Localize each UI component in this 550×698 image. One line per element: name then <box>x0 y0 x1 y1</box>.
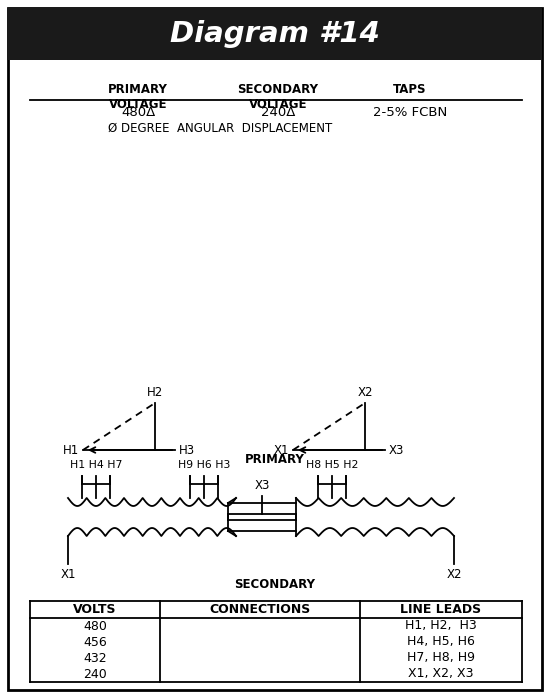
Text: PRIMARY: PRIMARY <box>245 453 305 466</box>
Text: 240: 240 <box>83 667 107 681</box>
Text: 480: 480 <box>83 620 107 632</box>
Text: H8 H5 H2: H8 H5 H2 <box>306 460 358 470</box>
Text: X3: X3 <box>254 479 270 492</box>
Text: 240Δ: 240Δ <box>261 106 295 119</box>
Text: H1: H1 <box>63 443 79 456</box>
Text: X3: X3 <box>389 443 404 456</box>
Text: 432: 432 <box>83 651 107 664</box>
Text: TAPS: TAPS <box>393 83 427 96</box>
Text: PRIMARY
VOLTAGE: PRIMARY VOLTAGE <box>108 83 168 111</box>
Text: LINE LEADS: LINE LEADS <box>400 603 482 616</box>
Text: X1: X1 <box>60 568 76 581</box>
Text: H7, H8, H9: H7, H8, H9 <box>407 651 475 664</box>
Bar <box>8 8 542 60</box>
Text: H9 H6 H3: H9 H6 H3 <box>178 460 230 470</box>
Text: SECONDARY: SECONDARY <box>234 578 316 591</box>
Text: X2: X2 <box>446 568 462 581</box>
Text: SECONDARY
VOLTAGE: SECONDARY VOLTAGE <box>238 83 318 111</box>
Text: 456: 456 <box>83 635 107 648</box>
Text: H3: H3 <box>179 443 195 456</box>
Text: Diagram #14: Diagram #14 <box>170 20 380 48</box>
Text: Ø DEGREE  ANGULAR  DISPLACEMENT: Ø DEGREE ANGULAR DISPLACEMENT <box>108 122 332 135</box>
Text: H1 H4 H7: H1 H4 H7 <box>70 460 122 470</box>
Text: X2: X2 <box>358 386 373 399</box>
Text: X1, X2, X3: X1, X2, X3 <box>408 667 474 681</box>
Text: H2: H2 <box>147 386 163 399</box>
Text: X1: X1 <box>273 443 289 456</box>
Text: CONNECTIONS: CONNECTIONS <box>210 603 311 616</box>
Text: H1, H2,  H3: H1, H2, H3 <box>405 620 477 632</box>
Text: H4, H5, H6: H4, H5, H6 <box>407 635 475 648</box>
Text: VOLTS: VOLTS <box>73 603 117 616</box>
Text: 2-5% FCBN: 2-5% FCBN <box>373 106 447 119</box>
Text: 480Δ: 480Δ <box>121 106 155 119</box>
